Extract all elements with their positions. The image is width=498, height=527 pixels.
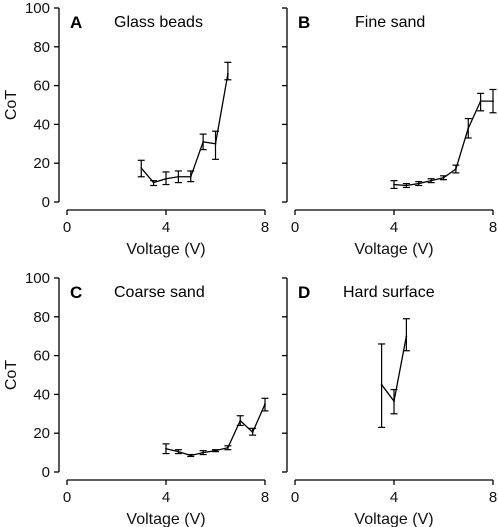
panel-a-letter: A (70, 13, 82, 32)
panel-b-data-point (442, 176, 445, 179)
panel-a-y-axis-label: CoT (3, 90, 20, 120)
panel-c-data-point (264, 403, 266, 405)
panel-c-data-point (202, 451, 205, 454)
panel-c-y-tick-label: 100 (25, 270, 50, 287)
panel-c-x-axis-label: Voltage (V) (126, 511, 205, 527)
panel-a-y-tick-label: 100 (25, 0, 50, 17)
panel-a-series-line (140, 73, 229, 184)
panel-c-letter: C (70, 283, 82, 302)
panel-c-data-point (239, 419, 242, 422)
panel-a-y-tick-label: 40 (33, 116, 50, 133)
panel-d-letter: D (298, 283, 310, 302)
panel-d-data-point (393, 400, 395, 403)
panel-c-y-tick-label: 20 (33, 425, 50, 442)
panel-a-y-tick-label: 60 (33, 78, 50, 95)
panel-a-x-tick-label: 4 (162, 219, 170, 236)
panel-c-data-point (189, 454, 192, 457)
panel-b-data-point (492, 100, 494, 103)
panel-a-data-point (165, 177, 167, 180)
panel-d-x-tick-label: 0 (291, 489, 299, 506)
panel-b-data-point (454, 168, 457, 170)
panel-a-x-tick-label: 0 (63, 219, 71, 236)
panel-c-data-point (177, 450, 180, 453)
panel-b-letter: B (298, 13, 310, 32)
panel-c-data-point (251, 431, 254, 434)
panel-a-data-point (177, 175, 180, 178)
panel-c-y-tick-label: 0 (42, 464, 50, 481)
panel-b-data-point (417, 182, 420, 185)
panel-c-y-axis-label: CoT (3, 360, 20, 390)
panel-a-x-tick-label: 8 (261, 219, 269, 236)
panel-c-data-point (165, 447, 167, 450)
panel-b-title: Fine sand (355, 14, 425, 31)
panel-d-x-axis-label: Voltage (V) (354, 511, 433, 527)
panel-a-y-tick-label: 20 (33, 155, 50, 172)
panel-d-data-point (405, 335, 408, 338)
panel-c-y-tick-label: 80 (33, 309, 50, 326)
panel-c-x-tick-label: 0 (63, 489, 71, 506)
panel-b-x-axis-label: Voltage (V) (354, 241, 433, 258)
panel-b-x-tick-label: 8 (489, 219, 497, 236)
panel-c-data-point (214, 449, 217, 452)
panel-c-y-tick-label: 40 (33, 386, 50, 403)
panel-b-data-point (393, 183, 395, 186)
panel-b-data-point (479, 100, 482, 103)
panel-b-x-tick-label: 0 (291, 219, 299, 236)
panel-a-data-point (140, 167, 143, 169)
panel-d-data-point (380, 383, 383, 386)
panel-c-data-point (226, 446, 229, 449)
panel-a-data-point (214, 142, 217, 145)
panel-a-data-point (226, 73, 229, 75)
panel-c-x-tick-label: 4 (162, 489, 170, 506)
panel-c-title: Coarse sand (114, 284, 205, 301)
panel-a-data-point (202, 140, 205, 143)
panel-c-y-tick-label: 60 (33, 348, 50, 365)
panel-c-series-line (165, 403, 266, 457)
panel-d-x-tick-label: 8 (489, 489, 497, 506)
panel-a-title: Glass beads (114, 14, 203, 31)
panel-c-x-tick-label: 8 (261, 489, 269, 506)
panel-b-data-point (405, 184, 408, 187)
panel-a-y-tick-label: 80 (33, 39, 50, 56)
panel-b-series-line (393, 100, 493, 187)
panel-d-title: Hard surface (343, 284, 435, 301)
panel-d-x-tick-label: 4 (390, 489, 398, 506)
panel-b-data-point (430, 179, 433, 182)
panel-b-data-point (467, 127, 470, 130)
panel-a-data-point (189, 175, 192, 178)
panel-a-data-point (152, 181, 155, 184)
panel-a-x-axis-label: Voltage (V) (126, 241, 205, 258)
panel-b-x-tick-label: 4 (390, 219, 398, 236)
panel-a-y-tick-label: 0 (42, 194, 50, 211)
